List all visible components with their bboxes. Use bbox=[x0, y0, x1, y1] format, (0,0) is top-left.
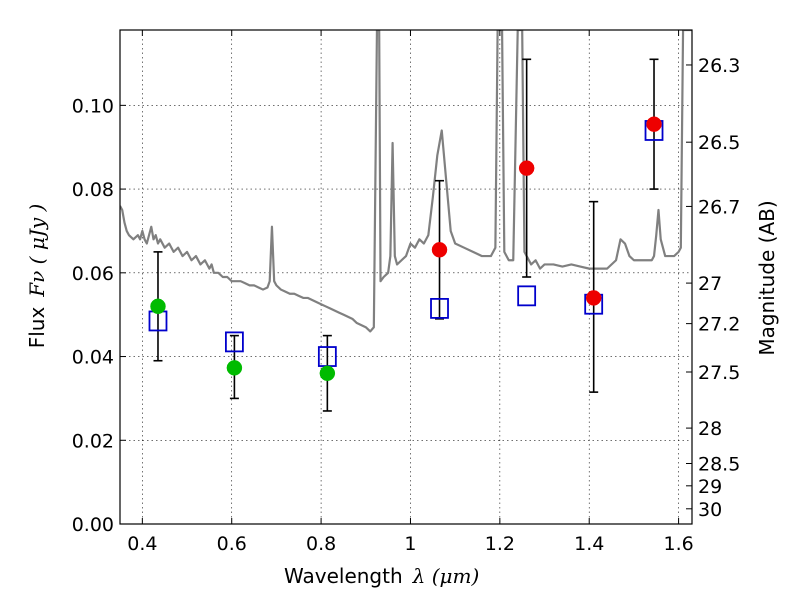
mag-tick-label: 26.3 bbox=[698, 55, 740, 77]
observed-optical-point bbox=[226, 360, 243, 376]
plot-frame bbox=[119, 29, 693, 525]
model-square-marker bbox=[224, 331, 244, 353]
observed-nir-point bbox=[431, 242, 448, 258]
right-axis-label: Magnitude (AB) bbox=[755, 200, 779, 355]
x-tick-label: 0.8 bbox=[306, 533, 336, 555]
model-spectrum-line bbox=[120, 30, 692, 333]
grid bbox=[120, 30, 692, 524]
marker-layer bbox=[148, 116, 664, 382]
model-spectrum-layer bbox=[120, 30, 692, 333]
model-square-marker bbox=[517, 285, 537, 307]
y-tick-label: 0.02 bbox=[72, 430, 114, 452]
observed-nir-point bbox=[646, 116, 662, 132]
y-tick-label: 0.00 bbox=[72, 514, 114, 536]
x-axis-label-math: λ (μm) bbox=[412, 564, 480, 588]
model-square-marker bbox=[430, 297, 449, 319]
mag-tick-label: 28 bbox=[698, 418, 722, 440]
observed-optical-point bbox=[150, 298, 166, 315]
mag-tick-label: 26.7 bbox=[698, 196, 740, 218]
x-axis-label: Wavelength λ (μm) bbox=[284, 564, 479, 588]
x-axis-label-text: Wavelength bbox=[284, 564, 403, 588]
x-tick-label: 0.6 bbox=[217, 533, 247, 555]
observed-nir-point bbox=[518, 160, 535, 176]
tick-layer: 0.4 0.6 0.8 1 1.2 1.4 1.6 0.00 0.02 0.04 0.06 0.08 0… bbox=[72, 30, 740, 555]
y-tick-label: 0.10 bbox=[72, 95, 114, 117]
x-tick-label: 1.6 bbox=[663, 533, 693, 555]
x-tick-label: 0.4 bbox=[127, 533, 157, 555]
y-axis-label: Flux Fν ( μJy ) bbox=[25, 204, 49, 349]
x-tick-label: 1 bbox=[404, 533, 416, 555]
observed-optical-point bbox=[319, 365, 336, 382]
mag-tick-label: 30 bbox=[698, 499, 722, 521]
x-tick-label: 1.4 bbox=[574, 533, 604, 555]
y-axis-label-math: Fν ( μJy ) bbox=[25, 204, 49, 298]
mag-tick-label: 28.5 bbox=[698, 453, 740, 475]
mag-tick-label: 29 bbox=[698, 476, 722, 498]
y-tick-label: 0.06 bbox=[72, 263, 114, 285]
plot-border bbox=[119, 29, 693, 525]
y-tick-label: 0.04 bbox=[72, 347, 114, 369]
y-tick-label: 0.08 bbox=[72, 179, 114, 201]
errorbar-layer bbox=[153, 58, 659, 412]
mag-tick-label: 27.2 bbox=[698, 314, 740, 336]
mag-tick-label: 27 bbox=[698, 273, 722, 295]
mag-tick-label: 27.5 bbox=[698, 362, 740, 384]
y-axis-label-text: Flux bbox=[25, 307, 49, 349]
x-tick-label: 1.2 bbox=[485, 533, 515, 555]
mag-tick-label: 26.5 bbox=[698, 132, 740, 154]
observed-nir-point bbox=[585, 290, 602, 306]
